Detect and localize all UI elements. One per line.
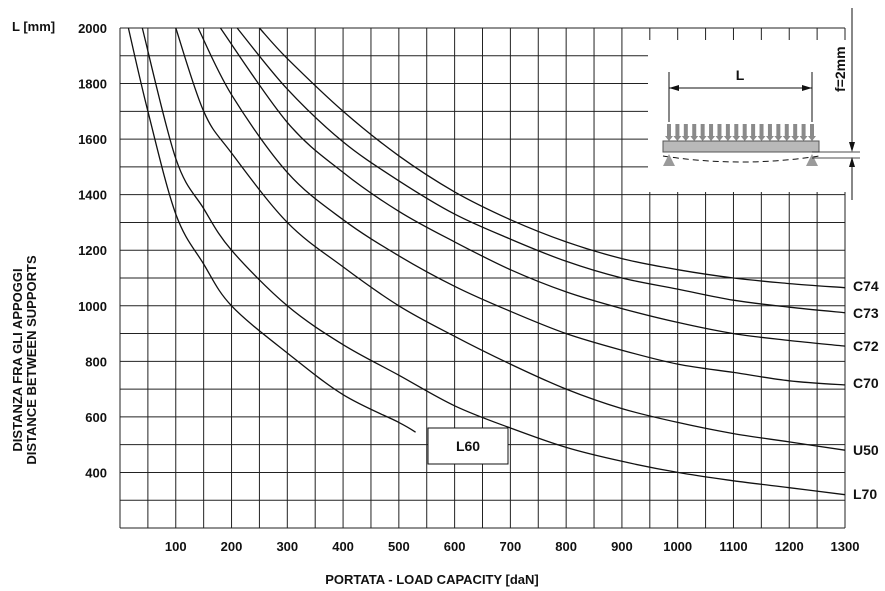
x-tick-label: 500: [388, 539, 410, 554]
x-tick-label: 1300: [831, 539, 860, 554]
curve-c73: [236, 27, 846, 314]
x-tick-label: 800: [555, 539, 577, 554]
curve-c74: [258, 27, 846, 289]
x-tick-label: 1200: [775, 539, 804, 554]
inset-distributed-load: [665, 124, 816, 141]
load-arrow-shaft: [700, 124, 705, 136]
load-arrow-shaft: [767, 124, 772, 136]
load-arrow-shaft: [810, 124, 814, 136]
load-arrow-head: [757, 136, 766, 141]
load-arrow-shaft: [709, 124, 714, 136]
x-tick-label: 400: [332, 539, 354, 554]
x-tick-label: 1000: [663, 539, 692, 554]
series-label-c70: C70: [853, 375, 879, 391]
x-tick-label: 200: [221, 539, 243, 554]
load-arrow-head: [665, 136, 673, 141]
curve-c72: [219, 27, 846, 347]
y-tick-label: 1600: [78, 132, 107, 147]
y-tick-label: 1800: [78, 77, 107, 92]
load-arrow-shaft: [793, 124, 798, 136]
inset-right-support: [806, 154, 818, 166]
series-label-u50: U50: [853, 442, 879, 458]
y-tick-label: 1200: [78, 243, 107, 258]
load-arrow-head: [673, 136, 682, 141]
y-unit-label: L [mm]: [12, 19, 55, 34]
load-arrow-head: [782, 136, 791, 141]
y-tick-label: 400: [85, 465, 107, 480]
series-label-l70: L70: [853, 486, 877, 502]
y-tick-label: 800: [85, 354, 107, 369]
load-arrow-shaft: [759, 124, 764, 136]
chart-curves: [127, 27, 846, 496]
load-arrow-head: [698, 136, 707, 141]
x-tick-label: 1100: [719, 539, 747, 554]
load-arrow-head: [707, 136, 716, 141]
inset-span-right-arrow: [802, 85, 812, 91]
curve-u50: [175, 27, 846, 451]
load-arrow-shaft: [742, 124, 747, 136]
load-arrow-shaft: [776, 124, 781, 136]
load-arrow-head: [690, 136, 699, 141]
inset-beam: [662, 140, 820, 153]
series-label-c74: C74: [853, 278, 879, 294]
load-arrow-head: [681, 136, 690, 141]
load-arrow-head: [740, 136, 749, 141]
x-tick-labels: 100 200 300 400 500 600 700 800 900 1000 1100 1200 1…: [165, 539, 860, 554]
load-arrow-shaft: [734, 124, 739, 136]
x-tick-label: 600: [444, 539, 466, 554]
load-arrow-head: [732, 136, 741, 141]
load-arrow-shaft: [675, 124, 680, 136]
load-arrow-head: [799, 136, 808, 141]
l60-label-box: [427, 427, 509, 465]
load-arrow-shaft: [692, 124, 697, 136]
inset-deflection-arrow-bottom: [849, 157, 855, 167]
load-arrow-head: [791, 136, 800, 141]
load-arrow-head: [774, 136, 783, 141]
inset-span-label: L: [736, 67, 745, 83]
load-arrow-head: [749, 136, 758, 141]
series-label-c73: C73: [853, 305, 879, 321]
x-tick-label: 900: [611, 539, 633, 554]
y-axis-title-line-1: DISTANZA FRA GLI APPOGGI: [10, 268, 25, 451]
inset-span-left-arrow: [669, 85, 679, 91]
load-arrow-head: [715, 136, 724, 141]
series-label-c72: C72: [853, 338, 879, 354]
y-tick-label: 1000: [78, 299, 107, 314]
curve-l60: [127, 27, 416, 433]
curve-c70: [197, 27, 846, 386]
beam-inset-diagram: L f=2mm: [648, 8, 860, 200]
load-arrow-shaft: [784, 124, 789, 136]
load-arrow-shaft: [801, 124, 806, 136]
x-axis-title: PORTATA - LOAD CAPACITY [daN]: [325, 572, 539, 587]
load-arrow-shaft: [725, 124, 730, 136]
y-tick-labels: 400 600 800 1000 1200 1400 1600 1800 2000: [78, 21, 107, 480]
load-arrow-shaft: [667, 124, 671, 136]
load-arrow-head: [765, 136, 774, 141]
y-tick-label: 600: [85, 410, 107, 425]
inset-background: [648, 40, 858, 192]
load-arrow-shaft: [683, 124, 688, 136]
inset-left-support: [663, 154, 675, 166]
load-arrow-head: [723, 136, 732, 141]
y-axis-title-line-2: DISTANCE BETWEEN SUPPORTS: [24, 255, 39, 465]
load-arrow-shaft: [717, 124, 722, 136]
y-tick-label: 2000: [78, 21, 107, 36]
load-arrow-head: [808, 136, 816, 141]
x-tick-label: 100: [165, 539, 187, 554]
load-arrow-shaft: [751, 124, 756, 136]
x-tick-label: 300: [276, 539, 298, 554]
inset-deflection-label: f=2mm: [832, 46, 848, 92]
y-tick-label: 1400: [78, 188, 107, 203]
curve-l70: [141, 27, 846, 496]
inset-deflection-arrow-top: [849, 142, 855, 152]
x-tick-label: 700: [500, 539, 522, 554]
series-label-l60: L60: [456, 438, 480, 454]
